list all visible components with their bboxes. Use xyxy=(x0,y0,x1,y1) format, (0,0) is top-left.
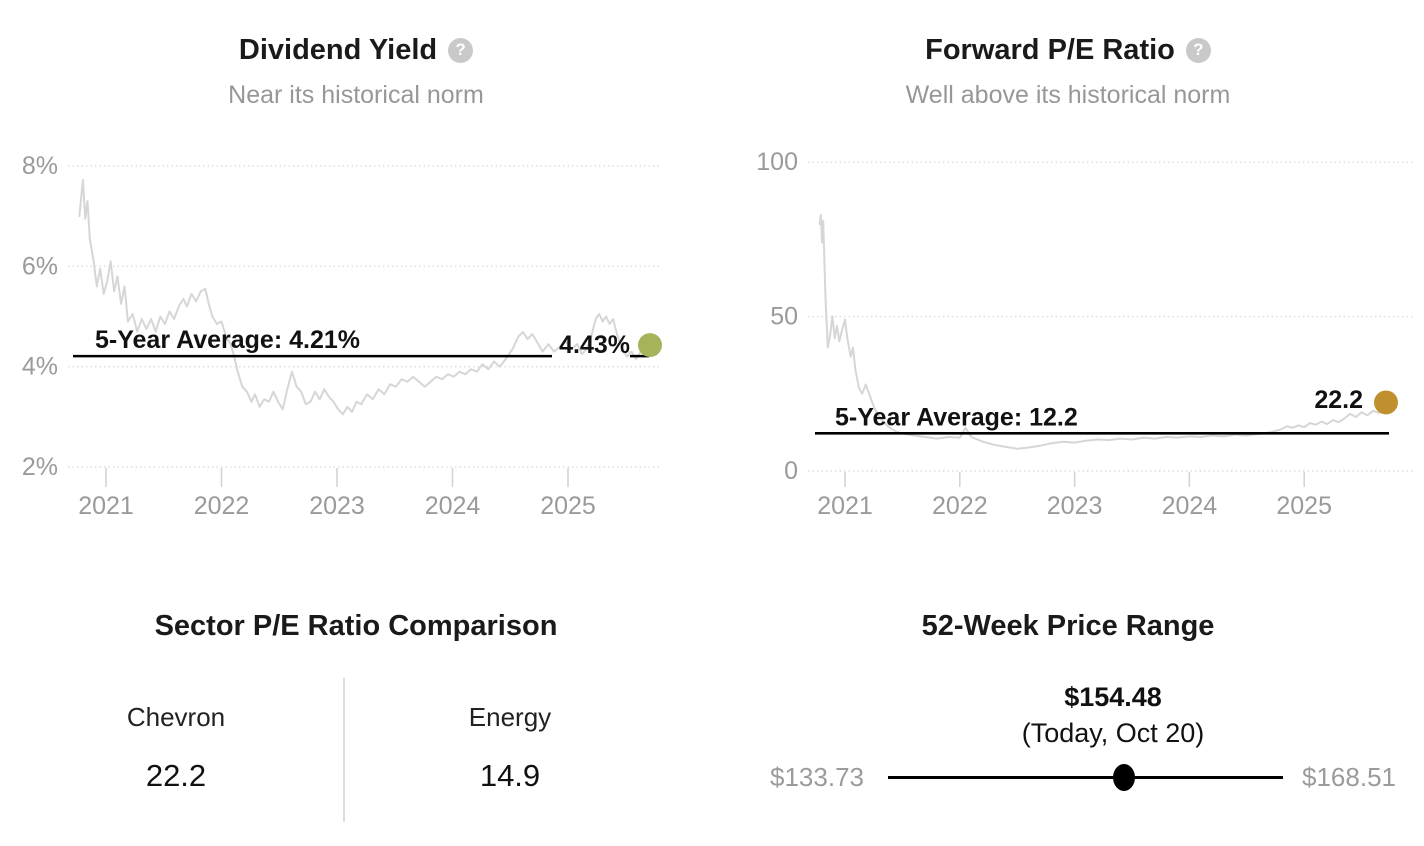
svg-text:4.43%: 4.43% xyxy=(559,331,630,359)
price-range-marker xyxy=(1112,764,1135,791)
sector-pe-comparison-title: Sector P/E Ratio Comparison xyxy=(154,610,558,642)
help-icon[interactable]: ? xyxy=(1185,37,1211,63)
svg-text:2025: 2025 xyxy=(1276,492,1332,520)
svg-text:22.2: 22.2 xyxy=(1314,386,1363,414)
svg-text:0: 0 xyxy=(784,457,798,485)
svg-text:100: 100 xyxy=(756,148,798,176)
price-range-track xyxy=(888,764,1283,791)
dividend-yield-subtitle: Near its historical norm xyxy=(228,81,484,109)
energy-pe-value: 14.9 xyxy=(479,758,541,793)
svg-text:2023: 2023 xyxy=(309,492,365,520)
dividend-yield-panel: 8% 6% 4% 2% 2021 2022 2023 2024 2025 5-Year Avera… xyxy=(0,0,712,560)
help-icon[interactable]: ? xyxy=(448,37,474,63)
svg-text:2021: 2021 xyxy=(817,492,873,520)
forward-pe-subtitle: Well above its historical norm xyxy=(905,81,1231,109)
dividend-yield-title-row: Dividend Yield ? xyxy=(0,32,712,68)
sector-pe-comparison-panel: Sector P/E Ratio Comparison Chevron 22.2… xyxy=(0,560,712,846)
current-price: $154.48 xyxy=(1064,682,1162,712)
current-price-caption: (Today, Oct 20) xyxy=(1021,718,1205,748)
price-range-panel: 52-Week Price Range $154.48 (Today, Oct … xyxy=(712,560,1424,846)
forward-pe-panel: 100 50 0 2021 2022 2023 2024 2025 5-Year Average… xyxy=(712,0,1424,560)
forward-pe-chart: 100 50 0 2021 2022 2023 2024 2025 5-Year Average… xyxy=(756,148,1414,520)
svg-text:2024: 2024 xyxy=(1162,492,1218,520)
dividend-yield-chart: 8% 6% 4% 2% 2021 2022 2023 2024 2025 5-Year Avera… xyxy=(22,152,662,520)
svg-text:50: 50 xyxy=(770,303,798,331)
energy-label: Energy xyxy=(468,702,552,732)
svg-text:4%: 4% xyxy=(22,353,58,381)
svg-text:2023: 2023 xyxy=(1047,492,1103,520)
svg-text:5-Year Average: 12.2: 5-Year Average: 12.2 xyxy=(835,403,1078,431)
price-range-title: 52-Week Price Range xyxy=(921,610,1215,642)
range-high-price: $168.51 xyxy=(1302,762,1396,792)
svg-text:2021: 2021 xyxy=(78,492,134,520)
chevron-pe-value: 22.2 xyxy=(145,758,207,793)
column-divider xyxy=(343,678,345,822)
svg-text:2024: 2024 xyxy=(425,492,481,520)
dividend-yield-title: Dividend Yield xyxy=(238,34,438,66)
svg-text:8%: 8% xyxy=(22,152,58,180)
forward-pe-title-row: Forward P/E Ratio ? xyxy=(712,32,1424,68)
forward-pe-title: Forward P/E Ratio xyxy=(925,34,1175,66)
svg-text:2025: 2025 xyxy=(540,492,596,520)
svg-text:2022: 2022 xyxy=(932,492,988,520)
svg-text:2%: 2% xyxy=(22,453,58,481)
svg-text:6%: 6% xyxy=(22,252,58,280)
svg-text:2022: 2022 xyxy=(194,492,250,520)
svg-text:5-Year Average: 4.21%: 5-Year Average: 4.21% xyxy=(95,326,360,354)
range-low-price: $133.73 xyxy=(770,762,864,792)
chevron-label: Chevron xyxy=(126,702,226,732)
